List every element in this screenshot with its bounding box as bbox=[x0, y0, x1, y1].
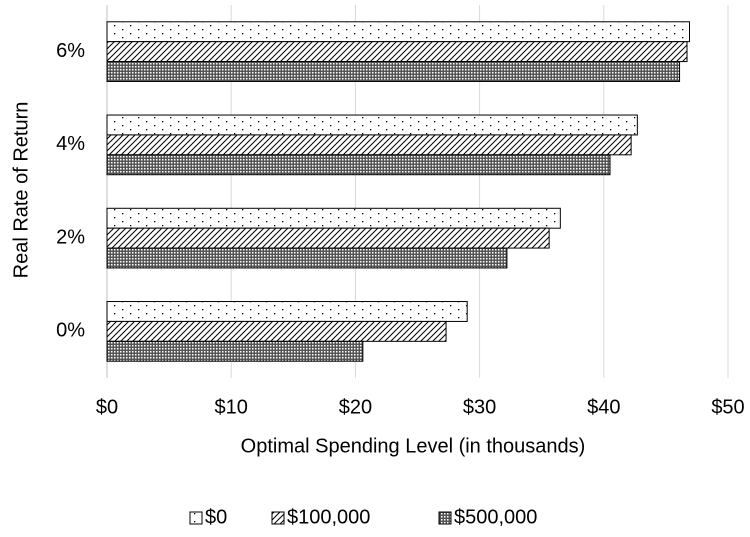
bar bbox=[106, 340, 364, 362]
x-tick-label: $20 bbox=[339, 396, 372, 418]
bar bbox=[106, 114, 638, 136]
legend-swatch bbox=[271, 511, 285, 525]
x-axis-label: Optimal Spending Level (in thousands) bbox=[241, 435, 586, 457]
legend-swatch bbox=[438, 511, 452, 525]
bar bbox=[106, 41, 688, 63]
x-tick-label: $10 bbox=[215, 396, 248, 418]
bar bbox=[106, 207, 561, 229]
x-tick-label: $0 bbox=[96, 396, 118, 418]
legend-swatch bbox=[189, 511, 203, 525]
y-tick-label: 0% bbox=[56, 320, 85, 342]
bar bbox=[106, 227, 550, 249]
y-tick-label: 6% bbox=[56, 40, 85, 62]
legend-label: $500,000 bbox=[454, 506, 537, 528]
x-tick-label: $40 bbox=[587, 396, 620, 418]
bar bbox=[106, 154, 611, 176]
bar bbox=[106, 61, 681, 82]
bar bbox=[106, 21, 690, 43]
bar bbox=[106, 301, 468, 322]
legend-label: $0 bbox=[205, 506, 227, 528]
y-tick-label: 4% bbox=[56, 133, 85, 155]
bar bbox=[106, 320, 447, 342]
x-tick-label: $50 bbox=[711, 396, 744, 418]
y-axis-label: Real Rate of Return bbox=[10, 102, 32, 279]
x-tick-label: $30 bbox=[463, 396, 496, 418]
legend-label: $100,000 bbox=[287, 506, 370, 528]
bar bbox=[106, 134, 632, 156]
y-tick-label: 2% bbox=[56, 226, 85, 248]
bar bbox=[106, 247, 508, 269]
